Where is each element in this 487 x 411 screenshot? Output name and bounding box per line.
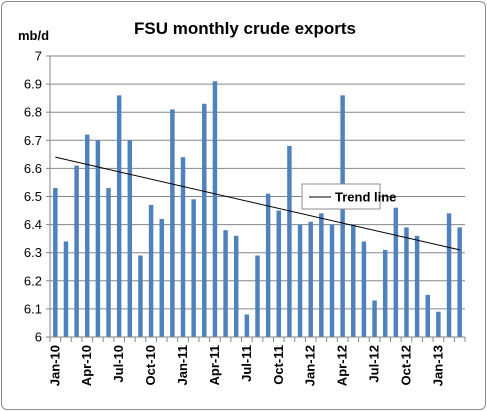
bar (244, 314, 250, 337)
x-tick-label: Apr-11 (207, 345, 222, 385)
trend-line-series (55, 156, 460, 251)
x-tick-label: Apr-12 (335, 345, 350, 386)
x-tick-label: Jan-11 (175, 345, 190, 385)
bar (191, 199, 196, 337)
bar (446, 213, 452, 337)
bar (329, 224, 335, 337)
y-axis-ticks: 6 6.1 6.2 6.3 6.4 6.5 6.6 6.7 6.8 6.9 7 (24, 49, 50, 345)
bar (127, 140, 133, 337)
bar (382, 249, 388, 337)
legend-trend-line-label: Trend line (335, 190, 396, 205)
y-tick-label: 6.3 (24, 245, 42, 260)
x-tick-label: Jul-10 (111, 345, 126, 383)
bar (233, 235, 239, 337)
bar (212, 81, 218, 337)
bar (63, 241, 69, 337)
legend: Trend line (301, 183, 396, 210)
y-tick-label: 6.2 (24, 273, 42, 288)
x-tick-label: Oct-12 (398, 345, 413, 385)
bar (372, 300, 377, 337)
y-tick-label: 6.6 (24, 161, 42, 176)
bar (106, 188, 111, 337)
bar (148, 204, 154, 337)
bar (425, 294, 430, 337)
bar (170, 109, 175, 337)
x-tick-label: Jan-13 (430, 345, 445, 386)
bar (297, 224, 303, 337)
bar (255, 255, 260, 337)
bar (351, 224, 356, 337)
bar (265, 193, 271, 337)
y-tick-label: 6.1 (24, 301, 42, 316)
bar (53, 188, 58, 337)
bar (159, 218, 164, 337)
bar (436, 311, 441, 337)
x-tick-label: Jul-12 (367, 345, 382, 383)
y-tick-label: 6.5 (24, 189, 42, 204)
y-tick-label: 6.9 (24, 77, 42, 92)
bar (74, 165, 79, 337)
y-tick-label: 6.8 (24, 105, 42, 120)
bar (457, 227, 462, 337)
bar (276, 210, 282, 337)
bar (308, 221, 313, 337)
bar (414, 235, 420, 337)
y-tick-label: 6.4 (24, 217, 42, 232)
bar (138, 255, 143, 337)
x-tick-label: Jan-12 (303, 345, 318, 386)
bar (404, 227, 409, 337)
x-tick-label: Apr-10 (79, 345, 94, 386)
x-tick-label: Jan-10 (47, 345, 62, 386)
bar (116, 95, 122, 337)
y-unit-label: mb/d (18, 28, 49, 43)
y-tick-label: 6.7 (24, 133, 42, 148)
trend-line (55, 156, 460, 251)
bar (340, 95, 345, 337)
bar (319, 213, 324, 337)
bar (393, 207, 399, 337)
bar (287, 145, 292, 337)
x-tick-label: Jul-11 (239, 345, 254, 382)
bar (202, 103, 207, 338)
bar (95, 140, 101, 337)
axes (49, 56, 465, 338)
x-tick-label: Oct-10 (143, 345, 158, 385)
bar (361, 241, 367, 337)
x-axis-ticks: Jan-10 Apr-10 Jul-10 Oct-10 Jan-11 Apr-11 Jul-… (47, 337, 466, 386)
bar (85, 134, 90, 337)
y-tick-label: 6 (35, 330, 42, 345)
chart-title: FSU monthly crude exports (134, 19, 356, 38)
x-tick-label: Oct-11 (271, 345, 286, 385)
bar (180, 157, 186, 337)
bar-series (53, 81, 462, 338)
y-tick-label: 7 (35, 49, 42, 64)
bar (223, 230, 228, 337)
